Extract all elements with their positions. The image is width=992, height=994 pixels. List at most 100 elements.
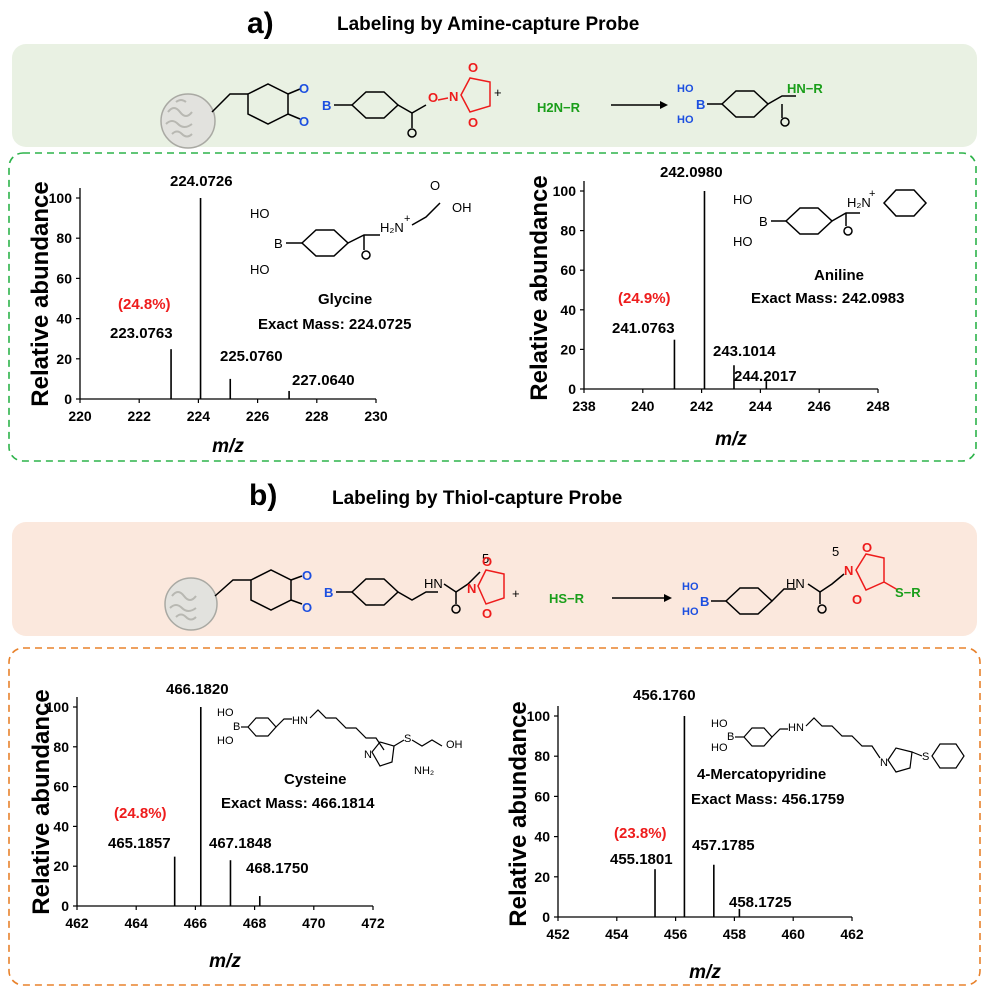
boron-b: B — [324, 585, 333, 600]
y-tick-label: 100 — [553, 183, 577, 199]
scheme-b-product-thio: S−R — [895, 585, 921, 600]
bead-icon — [164, 577, 218, 631]
mercaptopyridine-structure: HO HO B HN N S — [711, 717, 965, 773]
y-tick-label: 40 — [560, 302, 576, 318]
glycine-structure: HO HO B H₂N + O OH — [250, 178, 472, 277]
svg-text:B: B — [700, 594, 709, 609]
svg-text:N: N — [467, 581, 476, 596]
x-tick-label: 246 — [808, 398, 832, 414]
boron-o-top: O — [299, 81, 309, 96]
y-tick-label: 20 — [534, 869, 550, 885]
svg-text:HN: HN — [788, 722, 804, 734]
x-tick-label: 240 — [631, 398, 655, 414]
svg-text:HO: HO — [711, 718, 728, 730]
chain-count-b1: 5 — [482, 551, 489, 566]
peak-label: 241.0763 — [612, 320, 675, 337]
y-tick-label: 80 — [534, 748, 550, 764]
peak-label: 223.0763 — [110, 325, 173, 342]
chart-group-a-border — [8, 152, 977, 462]
y-tick-label: 80 — [56, 230, 72, 246]
scheme-a-product-amide: HN−R — [787, 81, 823, 96]
x-tick-label: 470 — [302, 915, 326, 931]
svg-text:HO: HO — [250, 262, 270, 277]
exact-mass-label: Exact Mass: 224.0725 — [258, 316, 411, 333]
cysteine-structure: HO HO B HN N S OH NH₂ — [217, 707, 463, 777]
exact-mass-label: Exact Mass: 242.0983 — [751, 290, 904, 307]
isotope-percent-label: (23.8%) — [614, 825, 667, 842]
x-tick-label: 238 — [572, 398, 596, 414]
x-tick-label: 244 — [749, 398, 773, 414]
y-tick-label: 40 — [56, 311, 72, 327]
svg-text:HO: HO — [217, 707, 234, 719]
svg-text:B: B — [696, 97, 705, 112]
spectrum-chart-2: 0 20 40 60 80 100 238 240 242 244 246 248 Relative a… — [526, 164, 904, 450]
svg-text:HO: HO — [677, 114, 694, 126]
peak-label: 457.1785 — [692, 837, 755, 854]
x-tick-label: 224 — [187, 408, 211, 424]
y-tick-label: 0 — [64, 391, 72, 407]
scheme-b-plus: + — [512, 586, 520, 601]
y-tick-label: 60 — [534, 788, 550, 804]
x-axis-label: m/z — [715, 429, 747, 450]
svg-text:HO: HO — [733, 234, 753, 249]
svg-text:O: O — [430, 178, 440, 193]
svg-text:HN: HN — [424, 576, 443, 591]
aniline-structure: HO HO B H₂N + — [733, 188, 928, 249]
y-tick-label: 0 — [542, 909, 550, 925]
svg-text:O: O — [862, 540, 872, 555]
spectrum-chart-1: 0 20 40 60 80 100 220 222 224 226 228 230 Relative a… — [27, 173, 411, 457]
peak-label: 465.1857 — [108, 835, 171, 852]
y-tick-label: 40 — [53, 818, 69, 834]
y-tick-label: 80 — [560, 223, 576, 239]
svg-text:+: + — [869, 188, 875, 200]
y-axis-label: Relative abundance — [526, 175, 553, 400]
svg-text:O: O — [468, 115, 478, 130]
boron-o-bottom: O — [302, 600, 312, 615]
spectrum-chart-3: 0 20 40 60 80 100 462 464 466 468 470 472 Relative a… — [28, 681, 385, 972]
x-tick-label: 242 — [690, 398, 714, 414]
x-tick-label: 462 — [840, 926, 864, 942]
scheme-a-plus: + — [494, 85, 502, 100]
svg-text:HO: HO — [677, 83, 694, 95]
svg-text:N: N — [364, 749, 372, 761]
y-tick-label: 60 — [53, 779, 69, 795]
x-tick-label: 228 — [305, 408, 329, 424]
exact-mass-label: Exact Mass: 466.1814 — [221, 795, 375, 812]
svg-text:B: B — [274, 236, 283, 251]
peak-label: 225.0760 — [220, 348, 283, 365]
peak-label: 243.1014 — [713, 343, 776, 360]
svg-text:O: O — [428, 90, 438, 105]
x-tick-label: 452 — [546, 926, 570, 942]
svg-text:B: B — [233, 721, 240, 733]
x-tick-label: 456 — [664, 926, 688, 942]
y-tick-label: 20 — [53, 858, 69, 874]
svg-text:N: N — [844, 563, 853, 578]
peak-label: 467.1848 — [209, 835, 272, 852]
boron-b: B — [322, 98, 331, 113]
chain-count-b2: 5 — [832, 544, 839, 559]
scheme-b-reagent: HS−R — [549, 591, 585, 606]
x-tick-label: 248 — [866, 398, 890, 414]
isotope-percent-label: (24.8%) — [114, 805, 167, 822]
svg-text:HN: HN — [292, 715, 308, 727]
compound-name: Glycine — [318, 291, 372, 308]
svg-text:S: S — [922, 751, 929, 763]
svg-text:NH₂: NH₂ — [414, 765, 434, 777]
y-tick-label: 40 — [534, 829, 550, 845]
y-tick-label: 0 — [568, 381, 576, 397]
x-tick-label: 472 — [361, 915, 385, 931]
chart-group-b-border — [8, 647, 981, 986]
svg-text:O: O — [482, 554, 492, 569]
svg-text:B: B — [727, 731, 734, 743]
peak-label: 244.2017 — [734, 368, 797, 385]
x-axis-label: m/z — [212, 436, 244, 457]
compound-name: 4-Mercatopyridine — [697, 766, 826, 783]
section-b-label: b) — [249, 479, 277, 512]
scheme-a-reagent: H2N−R — [537, 100, 581, 115]
x-tick-label: 222 — [128, 408, 152, 424]
svg-text:N: N — [449, 89, 458, 104]
isotope-percent-label: (24.9%) — [618, 290, 671, 307]
compound-name: Cysteine — [284, 771, 347, 788]
peak-label: 456.1760 — [633, 687, 696, 704]
y-tick-label: 60 — [560, 262, 576, 278]
